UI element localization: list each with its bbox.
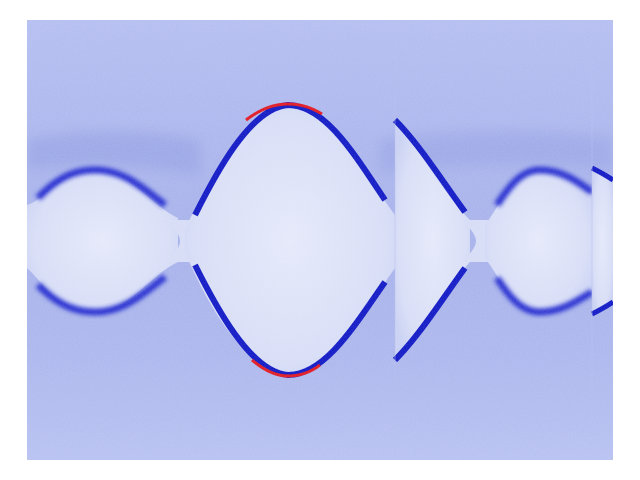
noise-overlay bbox=[27, 20, 613, 460]
